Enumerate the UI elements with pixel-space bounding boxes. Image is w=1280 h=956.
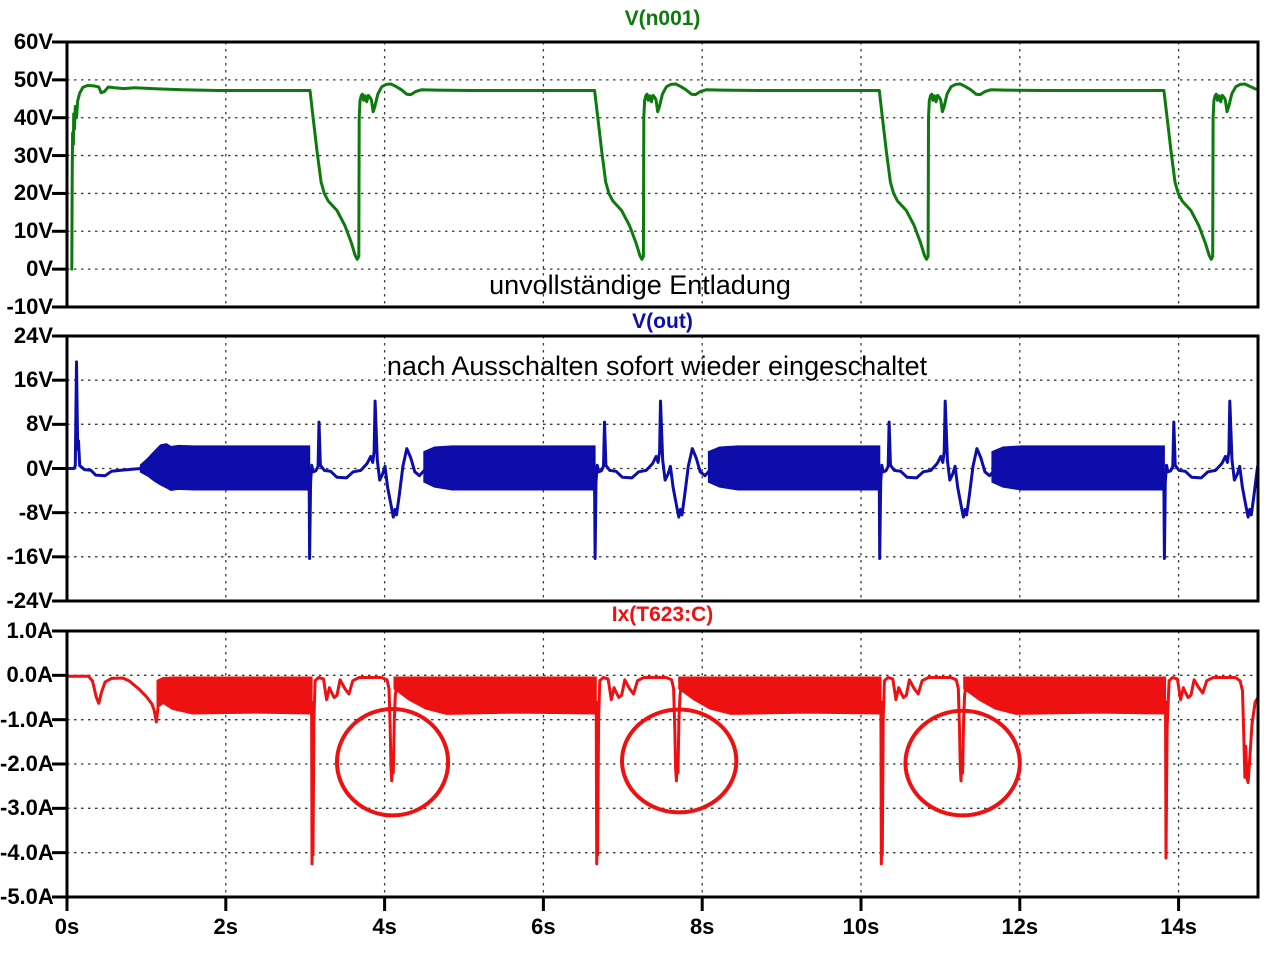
oscillation-band [139,443,311,492]
trace-group-n001 [70,82,1258,271]
y-axis-tick-label: 24V [13,323,53,348]
x-axis-tick-label: 2s [213,914,239,939]
oscillation-band [393,676,597,715]
x-axis-tick-label: 0s [54,914,80,939]
x-axis-tick-label: 4s [372,914,397,939]
pane-border [65,40,1260,309]
x-axis-tick-label: 6s [531,914,556,939]
y-axis-tick-label: -3.0A [0,795,54,821]
waveform-trace-ix [594,676,685,866]
highlight-circle [334,707,451,818]
x-axis-tick-label: 8s [689,914,715,939]
annotation-switched-on-again: nach Ausschalten sofort wieder eingescha… [386,351,928,381]
oscillation-band [156,676,313,715]
pane-title-vout: V(out) [632,310,693,333]
y-axis-tick-label: 40V [13,104,53,130]
y-axis-tick-label: -16V [6,543,53,569]
y-axis-tick-label: 1.0A [6,618,53,643]
oscillation-band [963,676,1167,715]
highlight-circle [620,707,739,815]
y-axis-tick-label: 20V [13,180,53,206]
waveform-trace-out [593,399,716,560]
y-axis-tick-label: 0.0A [6,662,53,688]
y-axis-tick-label: 50V [13,66,53,92]
waveform-trace-out [307,399,430,560]
highlight-circle [903,708,1022,818]
y-axis-tick-label: 0V [26,455,53,481]
waveform-trace-ix [1164,676,1258,860]
waveform-trace-ix [879,676,970,866]
pane-title-ix: Ix(T623:C) [611,603,714,626]
waveform-trace-out [877,399,1000,560]
y-axis-tick-label: 0V [26,256,53,282]
y-axis-tick-label: 30V [13,142,53,168]
annotation-incomplete-discharge: unvollständige Entladung [489,270,791,300]
y-axis-tick-label: 8V [26,411,53,437]
pane-n001 [52,40,1260,309]
y-axis-tick-label: -2.0A [0,751,54,776]
waveform-trace-ix [67,674,160,724]
y-axis-tick-label: -5.0A [0,884,54,909]
oscillation-band [991,445,1165,491]
y-axis-tick-label: 16V [13,367,53,393]
waveform-trace-out [1162,399,1258,560]
pane-title-vn001: V(n001) [624,7,701,30]
trace-group-out [67,360,1258,560]
y-axis-tick-label: -1.0A [0,706,54,732]
oscillation-band [678,676,882,715]
y-axis-tick-label: -24V [6,588,53,613]
waveform-trace-ix [310,676,401,866]
y-axis-tick-label: -10V [6,294,53,319]
y-axis-tick-label: -8V [18,499,53,525]
y-axis-tick-label: -4.0A [0,839,54,865]
pane-out [52,334,1260,603]
x-axis-tick-label: 14s [1160,914,1197,939]
pane-ix [52,629,1260,899]
waveform-trace-out [67,360,143,478]
waveform-trace-n001 [70,82,1258,271]
oscillation-band [423,445,596,491]
y-axis-tick-label: 60V [13,29,53,54]
x-axis-tick-label: 12s [1001,914,1039,939]
trace-group-ix [67,674,1258,866]
x-axis-tick-label: 10s [842,914,880,939]
oscillation-band [707,445,881,491]
y-axis-tick-label: 10V [13,218,53,244]
